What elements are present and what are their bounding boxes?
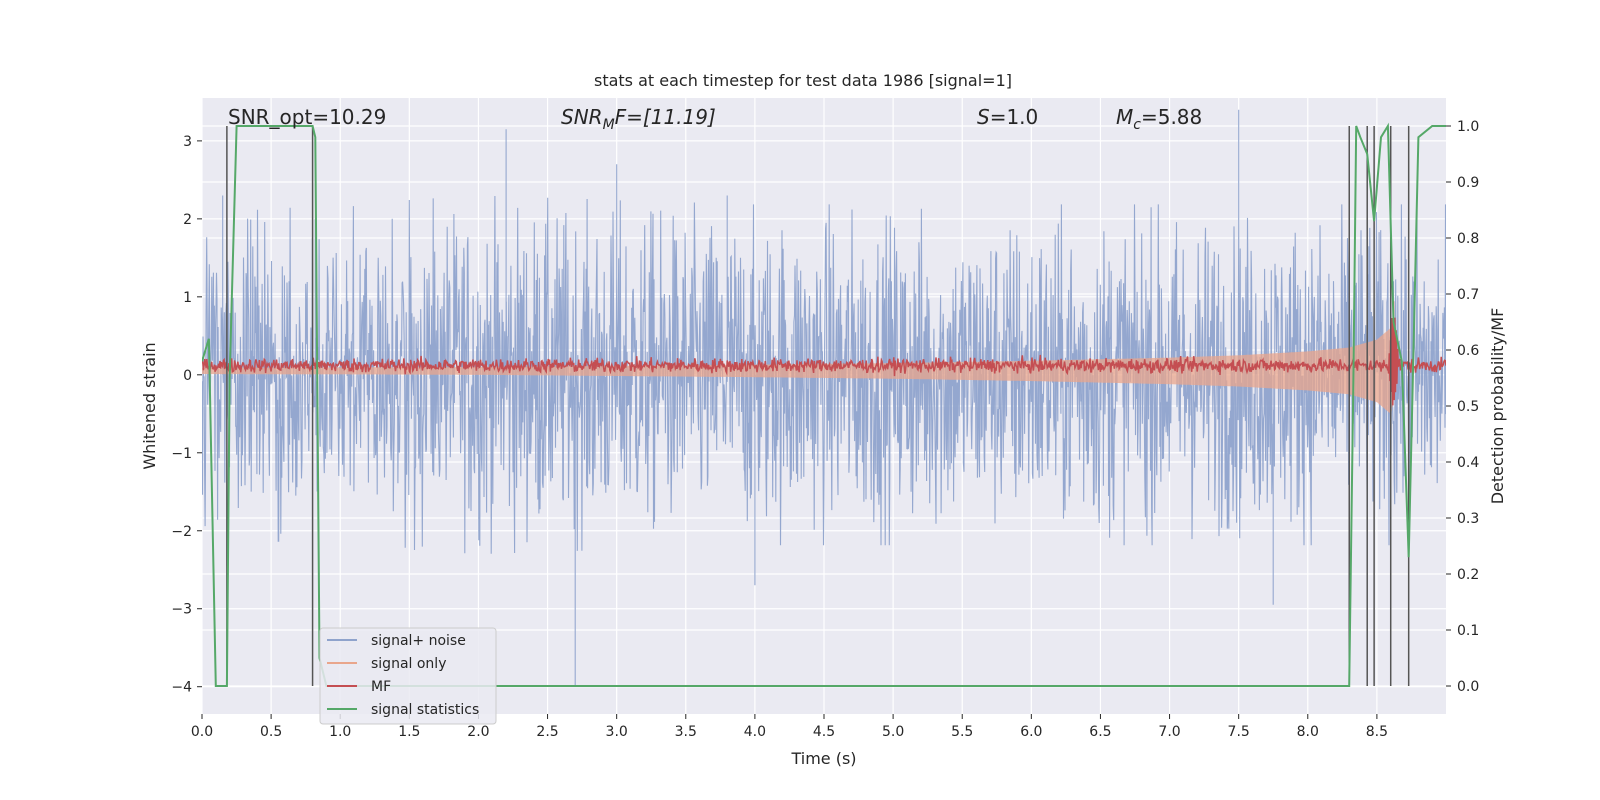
- x-tick-label: 5.5: [951, 724, 973, 740]
- y2-tick-label: 0.6: [1457, 343, 1479, 359]
- x-tick-label: 3.5: [675, 724, 697, 740]
- snr-mf-sub: M: [603, 117, 615, 133]
- x-tick-label: 2.0: [467, 724, 489, 740]
- x-tick-label: 2.5: [536, 724, 558, 740]
- y2-axis-label: Detection probability/MF: [1488, 308, 1507, 505]
- y-tick-label: 3: [183, 134, 192, 150]
- annotation-mc: Mc=5.88: [1116, 105, 1202, 133]
- x-tick-label: 1.5: [398, 724, 420, 740]
- y2-tick-label: 0.0: [1457, 679, 1479, 695]
- legend: signal+ noise signal only MF signal statist…: [319, 627, 497, 725]
- x-tick-label: 8.0: [1297, 724, 1319, 740]
- x-tick-label: 3.0: [606, 724, 628, 740]
- x-tick-label: 7.0: [1158, 724, 1180, 740]
- legend-label: signal+ noise: [371, 633, 466, 649]
- snr-mf-base: SNR: [561, 105, 603, 129]
- mc-value: =5.88: [1141, 105, 1202, 129]
- x-tick-label: 0.5: [260, 724, 282, 740]
- y2-tick-label: 0.2: [1457, 567, 1479, 583]
- legend-label: signal statistics: [371, 702, 479, 718]
- y2-tick-label: 0.4: [1457, 455, 1479, 471]
- mc-symbol: M: [1116, 105, 1133, 129]
- legend-label: signal only: [371, 656, 446, 672]
- y-tick-label: −2: [171, 524, 192, 540]
- y2-tick-label: 0.7: [1457, 287, 1479, 303]
- x-axis-label: Time (s): [790, 749, 856, 768]
- annotation-snr-opt: SNR_opt=10.29: [228, 105, 386, 129]
- data-layer: [202, 109, 1446, 687]
- mc-subscript: c: [1133, 117, 1141, 133]
- y2-tick-label: 0.9: [1457, 175, 1479, 191]
- chart-title: stats at each timestep for test data 198…: [594, 71, 1012, 90]
- y-tick-label: −3: [171, 602, 192, 618]
- y2-tick-label: 0.5: [1457, 399, 1479, 415]
- y-tick-label: −4: [171, 680, 192, 696]
- snr-mf-rest: F=[11.19]: [615, 105, 716, 129]
- series-signal-statistics: [202, 122, 1446, 687]
- y2-tick-label: 0.3: [1457, 511, 1479, 527]
- x-tick-label: 4.0: [744, 724, 766, 740]
- x-tick-label: 7.5: [1228, 724, 1250, 740]
- x-tick-label: 6.5: [1089, 724, 1111, 740]
- y2-tick-label: 0.1: [1457, 623, 1479, 639]
- x-tick-label: 6.0: [1020, 724, 1042, 740]
- annotation-snr-mf: SNRMF=[11.19]: [561, 105, 716, 133]
- y-tick-label: 0: [183, 368, 192, 384]
- y2-tick-label: 1.0: [1457, 119, 1479, 135]
- x-tick-label: 8.5: [1366, 724, 1388, 740]
- legend-label: MF: [371, 679, 391, 695]
- x-tick-label: 0.0: [191, 724, 213, 740]
- x-tick-label: 1.0: [329, 724, 351, 740]
- annotation-s: S=1.0: [977, 105, 1038, 129]
- s-value: =1.0: [990, 105, 1039, 129]
- y-axis-label: Whitened strain: [140, 342, 159, 469]
- y-tick-label: 2: [183, 212, 192, 228]
- x-tick-label: 5.0: [882, 724, 904, 740]
- s-symbol: S: [977, 105, 990, 129]
- axes: 0.0 0.5 1.0 1.5 2.0 2.5 3.0 3.5 4.0 4.5 5.0 5.5 6.0 6…: [171, 119, 1479, 740]
- y-tick-label: −1: [171, 446, 192, 462]
- series-mf: [202, 301, 1446, 406]
- y2-tick-label: 0.8: [1457, 231, 1479, 247]
- y-tick-label: 1: [183, 290, 192, 306]
- legend-box: [319, 627, 497, 725]
- x-tick-label: 4.5: [813, 724, 835, 740]
